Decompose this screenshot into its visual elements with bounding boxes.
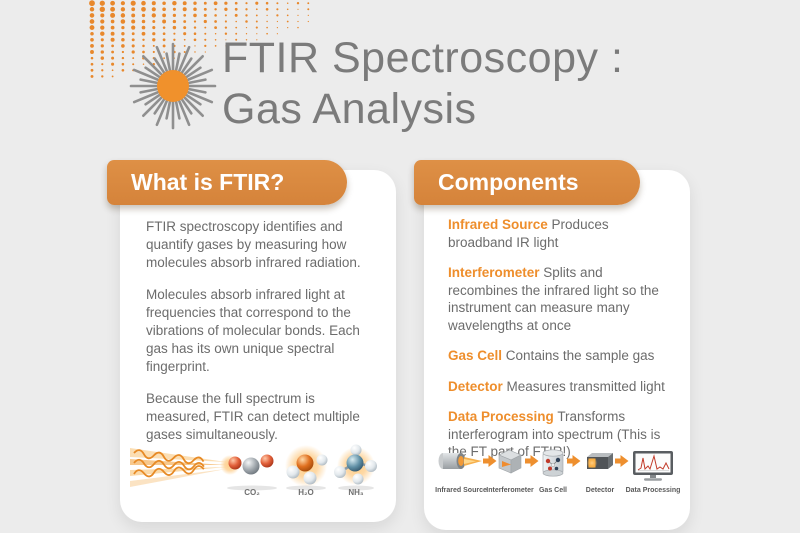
flow-diagram-svg <box>438 449 673 481</box>
component-desc: Produces broadband IR light <box>448 217 609 250</box>
page-title-line1: FTIR Spectroscopy : <box>222 34 624 82</box>
h2o-molecule-icon <box>285 445 328 491</box>
flow-arrow-icon <box>615 455 629 467</box>
halftone-dots-pattern <box>88 0 313 78</box>
flow-label-infrared-source: Infrared Source <box>435 487 487 494</box>
component-desc: Contains the sample gas <box>505 348 655 364</box>
page-title-line2: Gas Analysis <box>222 85 477 133</box>
flow-arrow-icon <box>567 455 581 467</box>
page-title: FTIR Spectroscopy : Gas Analysis <box>222 33 623 135</box>
flow-label-detector: Detector <box>585 487 615 494</box>
data-processing-icon <box>633 451 673 481</box>
component-item-infrared-source: Infrared Source Produces broadband IR li… <box>448 216 672 251</box>
flow-label-data-processing: Data Processing <box>625 487 681 494</box>
molecule-label-co2: CO₂ <box>244 488 260 497</box>
components-banner: Components <box>414 160 640 205</box>
molecules-illustration: CO₂ H₂O NH₃ <box>130 436 386 514</box>
component-term: Interferometer <box>448 265 540 281</box>
component-item-detector: Detector Measures transmitted light <box>448 378 672 396</box>
sunburst-icon <box>129 42 217 130</box>
infrared-source-icon <box>438 453 482 469</box>
component-term: Data Processing <box>448 409 554 425</box>
nh3-molecule-icon <box>334 444 377 491</box>
what-is-ftir-banner-label: What is FTIR? <box>131 169 285 195</box>
molecule-label-nh3: NH₃ <box>348 488 364 497</box>
molecule-label-h2o: H₂O <box>298 488 314 497</box>
detector-icon <box>586 453 613 469</box>
what-is-ftir-banner: What is FTIR? <box>107 160 347 205</box>
component-item-gas-cell: Gas Cell Contains the sample gas <box>448 347 672 365</box>
gas-cell-icon <box>542 449 564 477</box>
co2-molecule-icon <box>227 454 277 491</box>
ftir-paragraph-1: FTIR spectroscopy identifies and quantif… <box>146 219 361 270</box>
component-term: Infrared Source <box>448 217 548 232</box>
ftir-paragraph-3: Because the full spectrum is measured, F… <box>146 390 360 442</box>
ir-beam-icon <box>130 448 240 487</box>
ftir-paragraph-2: Molecules absorb infrared light at frequ… <box>146 286 360 374</box>
component-desc: Measures transmitted light <box>506 378 665 394</box>
interferometer-icon <box>498 449 522 474</box>
component-desc: Splits and recombines the infrared light… <box>448 265 659 333</box>
flow-label-gas-cell: Gas Cell <box>538 487 568 494</box>
flow-label-interferometer: Interferometer <box>486 487 534 494</box>
flow-arrow-icon <box>525 455 539 467</box>
molecules-svg <box>130 444 377 491</box>
what-is-ftir-card: FTIR spectroscopy identifies and quantif… <box>120 170 396 522</box>
component-item-interferometer: Interferometer Splits and recombines the… <box>448 264 672 334</box>
flow-arrow-icon <box>483 455 497 467</box>
component-term: Detector <box>448 378 503 394</box>
components-banner-label: Components <box>438 169 579 195</box>
component-term: Gas Cell <box>448 348 503 364</box>
flow-diagram: Infrared Source Interferometer Gas Cell … <box>435 441 680 501</box>
components-card: Infrared Source Produces broadband IR li… <box>424 170 690 530</box>
